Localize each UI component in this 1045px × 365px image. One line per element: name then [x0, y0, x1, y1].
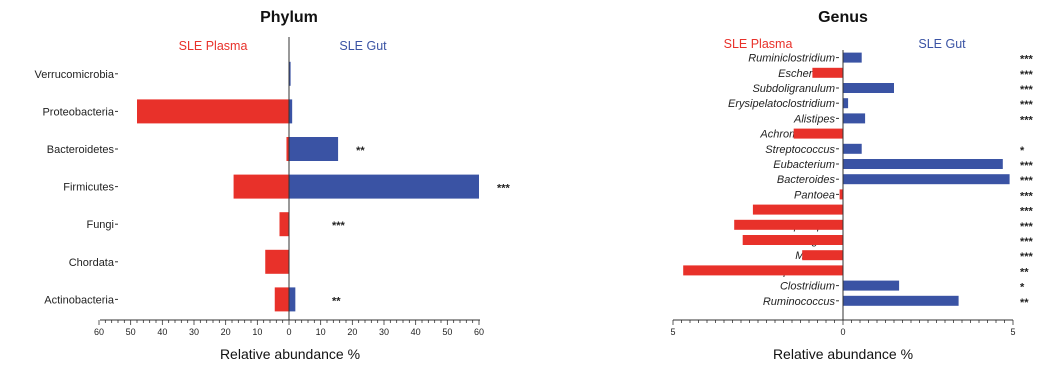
phylum-x-tick-label: 60 — [94, 327, 104, 337]
genus-plasma-bar — [742, 235, 843, 245]
genus-gut-bar — [843, 174, 1010, 185]
phylum-x-axis-label: Relative abundance % — [220, 346, 360, 362]
phylum-category-label: Actinobacteria — [44, 294, 115, 306]
genus-category-label: Bacteroides — [777, 174, 836, 186]
genus-significance-marker: *** — [1020, 251, 1034, 263]
phylum-plasma-bar — [279, 212, 289, 237]
phylum-x-tick-label: 50 — [126, 327, 136, 337]
genus-gut-bar — [843, 83, 894, 93]
genus-significance: ****************************************… — [1020, 54, 1034, 309]
genus-gut-bar — [843, 295, 959, 306]
phylum-plasma-bar — [286, 137, 289, 161]
phylum-x-tick-label: 40 — [411, 327, 421, 337]
genus-significance-marker: *** — [1020, 175, 1034, 187]
genus-category-label: Eubacterium — [773, 159, 835, 171]
genus-gut-bar — [843, 280, 900, 291]
genus-gut-bar — [843, 52, 862, 63]
genus-plasma-bar — [734, 219, 843, 230]
phylum-plasma-label: SLE Plasma — [179, 39, 248, 53]
phylum-x-tick-label: 30 — [189, 327, 199, 337]
phylum-category-label: Verrucomicrobia — [35, 69, 115, 81]
phylum-category-label: Fungi — [86, 219, 114, 231]
genus-x-ticks: 5 0 5 — [670, 320, 1016, 337]
genus-significance-marker: ** — [1020, 266, 1029, 278]
genus-plasma-bar — [683, 265, 843, 276]
phylum-gut-bar — [289, 174, 479, 199]
genus-significance-marker: * — [1020, 282, 1025, 294]
phylum-category-labels: Verrucomicrobia Proteobacteria Bacteroidet… — [35, 69, 118, 306]
genus-significance-marker: *** — [1020, 190, 1034, 202]
genus-plasma-bar — [793, 128, 843, 139]
genus-significance-marker: *** — [1020, 221, 1034, 233]
phylum-significance-marker: *** — [497, 183, 511, 195]
genus-significance-marker: *** — [1020, 54, 1034, 66]
genus-category-label: Alistipes — [793, 113, 835, 125]
genus-chart: Genus SLE Plasma SLE Gut Ruminiclostridi… — [670, 9, 1033, 362]
phylum-category-label: Firmicutes — [63, 182, 114, 194]
genus-category-label: Clostridium — [780, 281, 835, 293]
genus-significance-marker: *** — [1020, 99, 1034, 111]
phylum-x-tick-label: 40 — [157, 327, 167, 337]
phylum-plasma-bar — [274, 287, 289, 312]
genus-significance-marker: *** — [1020, 84, 1034, 96]
genus-gut-bar — [843, 113, 866, 124]
phylum-x-tick-label: 60 — [474, 327, 484, 337]
genus-title: Genus — [818, 9, 868, 26]
genus-significance-marker: *** — [1020, 114, 1034, 126]
phylum-x-tick-label: 10 — [316, 327, 326, 337]
phylum-x-ticks: 60 50 40 30 20 10 0 10 20 30 40 50 60 — [94, 320, 484, 337]
phylum-plasma-bar — [233, 174, 289, 199]
phylum-x-tick-label: 20 — [221, 327, 231, 337]
genus-significance-marker: ** — [1020, 297, 1029, 309]
phylum-significance-marker: *** — [332, 220, 346, 232]
phylum-x-tick-label: 30 — [379, 327, 389, 337]
genus-plasma-bar — [752, 204, 843, 215]
genus-significance-marker: *** — [1020, 236, 1034, 248]
phylum-gut-bar — [289, 61, 291, 86]
phylum-plasma-bar — [265, 249, 289, 274]
genus-category-label: Erysipelatoclostridium — [728, 98, 835, 110]
genus-plasma-label: SLE Plasma — [724, 37, 793, 51]
phylum-gut-bar — [289, 287, 296, 312]
genus-significance-marker: *** — [1020, 160, 1034, 172]
genus-gut-label: SLE Gut — [918, 37, 966, 51]
genus-gut-bar — [843, 143, 862, 154]
genus-x-tick-label: 0 — [840, 327, 845, 337]
genus-plasma-bar — [839, 189, 843, 200]
phylum-gut-label: SLE Gut — [339, 39, 387, 53]
genus-x-tick-label: 5 — [670, 327, 675, 337]
genus-category-label: Pantoea — [794, 189, 835, 201]
phylum-category-label: Bacteroidetes — [47, 144, 115, 156]
genus-gut-bar — [843, 159, 1003, 169]
genus-category-label: Subdoligranulum — [752, 83, 835, 95]
phylum-x-tick-label: 10 — [252, 327, 262, 337]
phylum-category-label: Proteobacteria — [42, 106, 114, 118]
genus-x-axis-label: Relative abundance % — [773, 346, 913, 362]
phylum-significance: ********** — [332, 145, 511, 307]
phylum-plasma-bar — [137, 99, 289, 124]
phylum-x-tick-label: 0 — [286, 327, 291, 337]
phylum-bars — [137, 61, 479, 312]
phylum-gut-bar — [289, 99, 293, 124]
phylum-gut-bar — [289, 137, 339, 161]
phylum-chart: Phylum SLE Plasma SLE Gut Verrucomicrobi… — [35, 9, 511, 362]
phylum-significance-marker: ** — [332, 295, 341, 307]
genus-category-label: Streptococcus — [765, 144, 835, 156]
genus-gut-bar — [843, 98, 849, 109]
genus-significance-marker: *** — [1020, 69, 1034, 81]
genus-x-tick-label: 5 — [1010, 327, 1015, 337]
phylum-significance-marker: ** — [356, 145, 365, 157]
genus-category-label: Ruminococcus — [763, 296, 836, 308]
genus-category-label: Ruminiclostridium — [748, 53, 835, 65]
genus-plasma-bar — [802, 250, 843, 261]
genus-bars — [683, 52, 1010, 306]
phylum-category-label: Chordata — [69, 257, 115, 269]
genus-significance-marker: * — [1020, 145, 1025, 157]
genus-significance-marker: *** — [1020, 206, 1034, 218]
phylum-x-tick-label: 50 — [442, 327, 452, 337]
phylum-title: Phylum — [260, 9, 318, 26]
genus-plasma-bar — [812, 67, 843, 78]
phylum-x-tick-label: 20 — [347, 327, 357, 337]
